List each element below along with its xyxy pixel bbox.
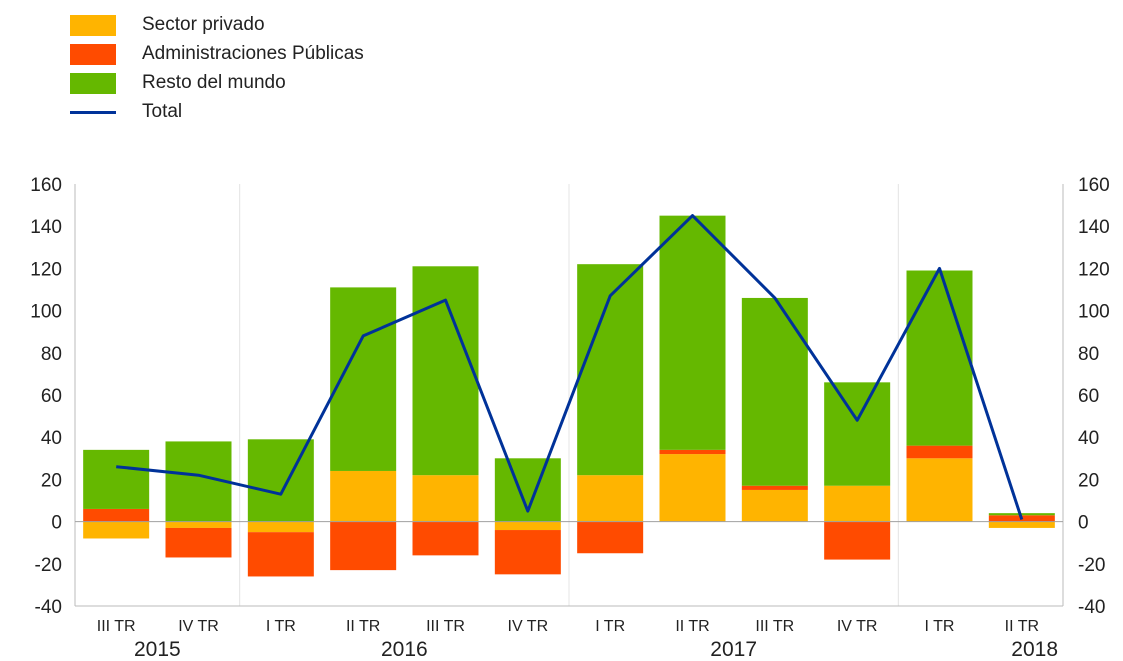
bar-segment-administraciones-p-blicas bbox=[83, 508, 150, 522]
x-tick-label: I TR bbox=[595, 618, 625, 635]
y-tick-label-right: -20 bbox=[1078, 555, 1105, 576]
bar-segment-administraciones-p-blicas bbox=[906, 445, 973, 459]
bar-segment-sector-privado bbox=[494, 521, 561, 531]
bar-segment-administraciones-p-blicas bbox=[824, 521, 891, 560]
bar-segment-sector-privado bbox=[906, 458, 973, 522]
x-tick-label: II TR bbox=[346, 618, 380, 635]
x-tick-label: III TR bbox=[755, 618, 794, 635]
x-tick-label: III TR bbox=[97, 618, 136, 635]
y-tick-label-left: 100 bbox=[30, 302, 62, 323]
y-tick-label-right: 160 bbox=[1078, 175, 1110, 196]
y-tick-label-left: 0 bbox=[51, 513, 62, 534]
bar-segment-sector-privado bbox=[577, 475, 644, 522]
bar-segment-sector-privado bbox=[824, 485, 891, 522]
legend-label: Total bbox=[142, 101, 183, 122]
y-tick-label-left: 20 bbox=[41, 470, 62, 491]
y-tick-label-right: 40 bbox=[1078, 428, 1099, 449]
year-label: 2016 bbox=[381, 638, 428, 661]
year-label: 2018 bbox=[1011, 638, 1058, 661]
y-tick-label-left: -40 bbox=[35, 597, 62, 618]
legend-label: Sector privado bbox=[142, 14, 265, 35]
y-tick-label-right: 60 bbox=[1078, 386, 1099, 407]
y-tick-label-left: 120 bbox=[30, 259, 62, 280]
y-tick-label-left: 40 bbox=[41, 428, 62, 449]
x-tick-label: II TR bbox=[675, 618, 709, 635]
x-tick-label: I TR bbox=[266, 618, 296, 635]
y-tick-label-left: 140 bbox=[30, 217, 62, 238]
bar-segment-sector-privado bbox=[659, 454, 726, 522]
bar-segment-sector-privado bbox=[165, 521, 232, 528]
bar-segment-administraciones-p-blicas bbox=[247, 532, 314, 577]
bar-segment-administraciones-p-blicas bbox=[412, 521, 479, 556]
y-tick-label-right: 120 bbox=[1078, 259, 1110, 280]
legend-line-swatch bbox=[70, 111, 116, 114]
bar-segment-sector-privado bbox=[741, 489, 808, 522]
legend-swatch bbox=[70, 44, 116, 65]
bar-segment-resto-del-mundo bbox=[988, 513, 1055, 516]
y-tick-label-right: 80 bbox=[1078, 344, 1099, 365]
bar-segment-resto-del-mundo bbox=[412, 266, 479, 476]
bar-segment-administraciones-p-blicas bbox=[577, 521, 644, 554]
y-tick-label-right: 100 bbox=[1078, 302, 1110, 323]
legend-swatch bbox=[70, 73, 116, 94]
x-tick-label: IV TR bbox=[178, 618, 219, 635]
y-tick-label-left: 80 bbox=[41, 344, 62, 365]
bar-segment-administraciones-p-blicas bbox=[659, 449, 726, 455]
year-label: 2015 bbox=[134, 638, 181, 661]
legend-swatch bbox=[70, 15, 116, 36]
x-tick-label: IV TR bbox=[837, 618, 878, 635]
bar-segment-sector-privado bbox=[83, 521, 150, 539]
bar-segment-administraciones-p-blicas bbox=[494, 530, 561, 575]
bar-segment-resto-del-mundo bbox=[83, 449, 150, 509]
y-tick-label-right: -40 bbox=[1078, 597, 1105, 618]
bar-segment-administraciones-p-blicas bbox=[165, 527, 232, 558]
x-tick-label: III TR bbox=[426, 618, 465, 635]
y-tick-label-left: 160 bbox=[30, 175, 62, 196]
bar-segment-administraciones-p-blicas bbox=[330, 521, 397, 571]
bar-segment-administraciones-p-blicas bbox=[741, 485, 808, 490]
bar-segment-sector-privado bbox=[330, 470, 397, 522]
y-tick-label-left: -20 bbox=[35, 555, 62, 576]
y-tick-label-left: 60 bbox=[41, 386, 62, 407]
x-tick-label: IV TR bbox=[508, 618, 549, 635]
bar-segment-sector-privado bbox=[247, 521, 314, 533]
legend-label: Administraciones Públicas bbox=[142, 43, 364, 64]
y-tick-label-right: 20 bbox=[1078, 470, 1099, 491]
y-tick-label-right: 140 bbox=[1078, 217, 1110, 238]
x-tick-label: II TR bbox=[1005, 618, 1039, 635]
total-line bbox=[116, 214, 1024, 520]
bar-segment-resto-del-mundo bbox=[824, 382, 891, 486]
x-tick-label: I TR bbox=[925, 618, 955, 635]
bar-segment-sector-privado bbox=[412, 475, 479, 522]
year-label: 2017 bbox=[710, 638, 757, 661]
bar-segment-resto-del-mundo bbox=[741, 297, 808, 486]
bar-segment-resto-del-mundo bbox=[906, 270, 973, 446]
legend-label: Resto del mundo bbox=[142, 72, 286, 93]
bar-segment-sector-privado bbox=[988, 521, 1055, 528]
bar-segment-resto-del-mundo bbox=[659, 215, 726, 450]
y-tick-label-right: 0 bbox=[1078, 513, 1089, 534]
